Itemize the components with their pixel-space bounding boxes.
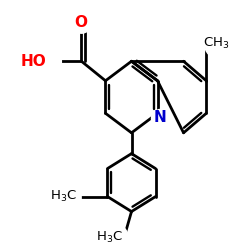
Text: H$_3$C: H$_3$C — [50, 189, 76, 204]
Text: HO: HO — [20, 54, 46, 69]
Text: O: O — [74, 15, 87, 30]
Text: N: N — [154, 110, 166, 125]
Text: H$_3$C: H$_3$C — [96, 230, 122, 245]
Text: CH$_3$: CH$_3$ — [203, 36, 229, 51]
